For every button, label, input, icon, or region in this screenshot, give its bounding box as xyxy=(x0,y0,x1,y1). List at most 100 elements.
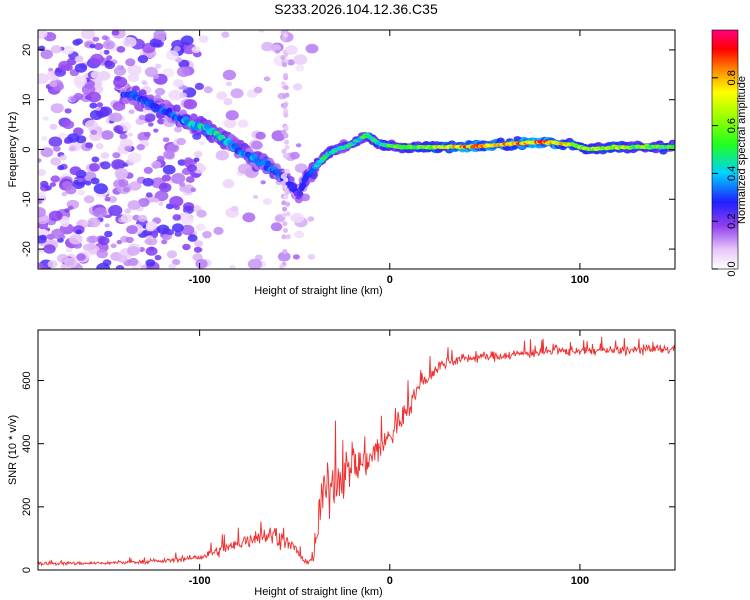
spectrogram-noise-speckle xyxy=(187,234,198,242)
spectrogram-column-speckle xyxy=(284,139,289,145)
spectrogram-noise-speckle xyxy=(111,30,120,36)
spectrogram-column-speckle xyxy=(281,129,287,135)
spectrogram-noise-speckle xyxy=(98,236,110,246)
spectrogram-noise-speckle xyxy=(38,262,43,269)
spectrogram-noise-speckle xyxy=(88,235,99,244)
spectrogram-noise-speckle xyxy=(87,217,101,228)
spectrogram-noise-speckle xyxy=(113,66,127,76)
snr-y-axis-label: SNR (10 * v/v) xyxy=(7,415,19,485)
spectrogram-noise-speckle xyxy=(87,91,101,103)
spectrogram-noise-speckle xyxy=(260,180,266,185)
spectrogram-noise-speckle xyxy=(75,38,83,45)
spectrogram-noise-speckle xyxy=(62,120,75,130)
spectrogram-noise-speckle xyxy=(114,75,122,82)
spectrogram-noise-speckle xyxy=(83,195,95,204)
spectrogram-noise-speckle xyxy=(128,109,135,114)
spectrogram-noise-speckle xyxy=(152,197,160,203)
spectrogram-noise-speckle xyxy=(43,244,56,254)
spectrogram-noise-speckle xyxy=(65,185,77,195)
spectrogram-noise-speckle xyxy=(48,136,63,147)
spectrogram-noise-speckle xyxy=(64,108,72,114)
colorbar-tick-label: 0.4 xyxy=(726,166,738,181)
spectrogram-noise-speckle xyxy=(103,49,110,55)
spectrogram-noise-speckle xyxy=(73,127,84,136)
spectrogram-noise-speckle xyxy=(38,158,42,163)
figure-title: S233.2026.104.12.36.C35 xyxy=(274,1,438,17)
spectrogram-noise-speckle xyxy=(146,266,153,269)
spectrogram-column-speckle xyxy=(282,249,288,254)
spectrogram-ridge-cell xyxy=(204,123,211,130)
spectrogram-x-tick-label: -100 xyxy=(189,274,211,286)
colorbar-tick-label: 0.0 xyxy=(726,261,738,276)
colorbar-tick-label: 0.2 xyxy=(726,214,738,229)
spectrogram-noise-speckle xyxy=(80,30,96,40)
spectrogram-column-speckle xyxy=(282,221,288,227)
spectrogram-noise-speckle xyxy=(287,59,295,66)
spectrogram-noise-speckle xyxy=(89,102,98,109)
spectrogram-noise-speckle xyxy=(158,201,164,206)
spectrogram-noise-speckle xyxy=(226,81,232,87)
spectrogram-column-speckle xyxy=(283,30,289,34)
spectrogram-noise-speckle xyxy=(95,143,104,150)
spectrogram-noise-speckle xyxy=(222,179,235,189)
spectrogram-noise-speckle xyxy=(49,81,58,88)
spectrogram-column-speckle xyxy=(281,81,286,87)
spectrogram-noise-speckle xyxy=(90,70,102,79)
spectrogram-noise-speckle xyxy=(90,177,100,185)
spectrogram-noise-speckle xyxy=(149,38,162,48)
spectrogram-noise-speckle xyxy=(59,154,67,161)
spectrogram-noise-speckle xyxy=(284,45,298,56)
spectrogram-noise-speckle xyxy=(104,196,111,202)
spectrogram-noise-speckle xyxy=(161,174,171,182)
snr-y-tick-label: 200 xyxy=(21,498,33,516)
spectrogram-halo xyxy=(172,104,181,113)
spectrogram-noise-speckle xyxy=(124,145,132,152)
spectrogram-noise-speckle xyxy=(145,246,158,256)
spectrogram-noise-speckle xyxy=(156,155,165,162)
spectrogram-noise-speckle xyxy=(82,243,92,251)
spectrogram-noise-speckle xyxy=(307,216,315,222)
spectrogram-column-speckle xyxy=(283,75,289,81)
spectrogram-noise-speckle xyxy=(173,46,181,52)
spectrogram-noise-speckle xyxy=(95,106,101,111)
spectrogram-x-axis-label: Height of straight line (km) xyxy=(254,285,382,297)
spectrogram-noise-speckle xyxy=(84,119,98,130)
spectrogram-column-speckle xyxy=(281,200,287,206)
spectrogram-noise-speckle xyxy=(242,212,256,223)
spectrogram-noise-speckle xyxy=(108,205,123,216)
spectrogram-noise-speckle xyxy=(216,91,228,100)
spectrogram-noise-speckle xyxy=(60,220,70,228)
spectrogram-noise-speckle xyxy=(48,210,63,222)
spectrogram-noise-speckle xyxy=(180,35,194,46)
spectrogram-noise-speckle xyxy=(215,150,229,161)
spectrogram-noise-speckle xyxy=(74,55,84,63)
spectrogram-noise-speckle xyxy=(193,157,200,163)
spectrogram-noise-speckle xyxy=(53,145,61,152)
spectrogram-noise-speckle xyxy=(70,96,78,102)
spectrogram-noise-speckle xyxy=(38,191,46,199)
spectrogram-noise-speckle xyxy=(85,142,94,149)
spectrogram-noise-speckle xyxy=(221,31,230,38)
spectrogram-noise-speckle xyxy=(162,68,175,78)
spectrogram-noise-speckle xyxy=(90,53,104,65)
spectrogram-noise-speckle xyxy=(203,86,213,94)
spectrogram-noise-speckle xyxy=(225,110,239,121)
spectrogram-noise-speckle xyxy=(109,112,123,123)
spectrogram-noise-speckle xyxy=(270,222,283,232)
spectrogram-noise-speckle xyxy=(274,49,280,54)
spectrogram-column-speckle xyxy=(283,112,289,118)
spectrogram-noise-speckle xyxy=(94,42,104,51)
spectrogram-noise-speckle xyxy=(223,118,237,129)
spectrogram-noise-speckle xyxy=(184,157,193,164)
spectrogram-column-speckle xyxy=(281,234,287,240)
spectrogram-ridge-cell xyxy=(264,160,272,167)
colorbar-label: Normalized spectral amplitude xyxy=(736,76,748,224)
spectrogram-noise-speckle xyxy=(38,207,46,218)
spectrogram-noise-speckle xyxy=(40,180,49,188)
spectrogram-noise-speckle xyxy=(116,254,128,263)
spectrogram-noise-speckle xyxy=(186,164,197,173)
spectrogram-noise-speckle xyxy=(172,223,184,233)
spectrogram-noise-speckle xyxy=(293,54,308,65)
spectrogram-noise-speckle xyxy=(89,43,96,49)
